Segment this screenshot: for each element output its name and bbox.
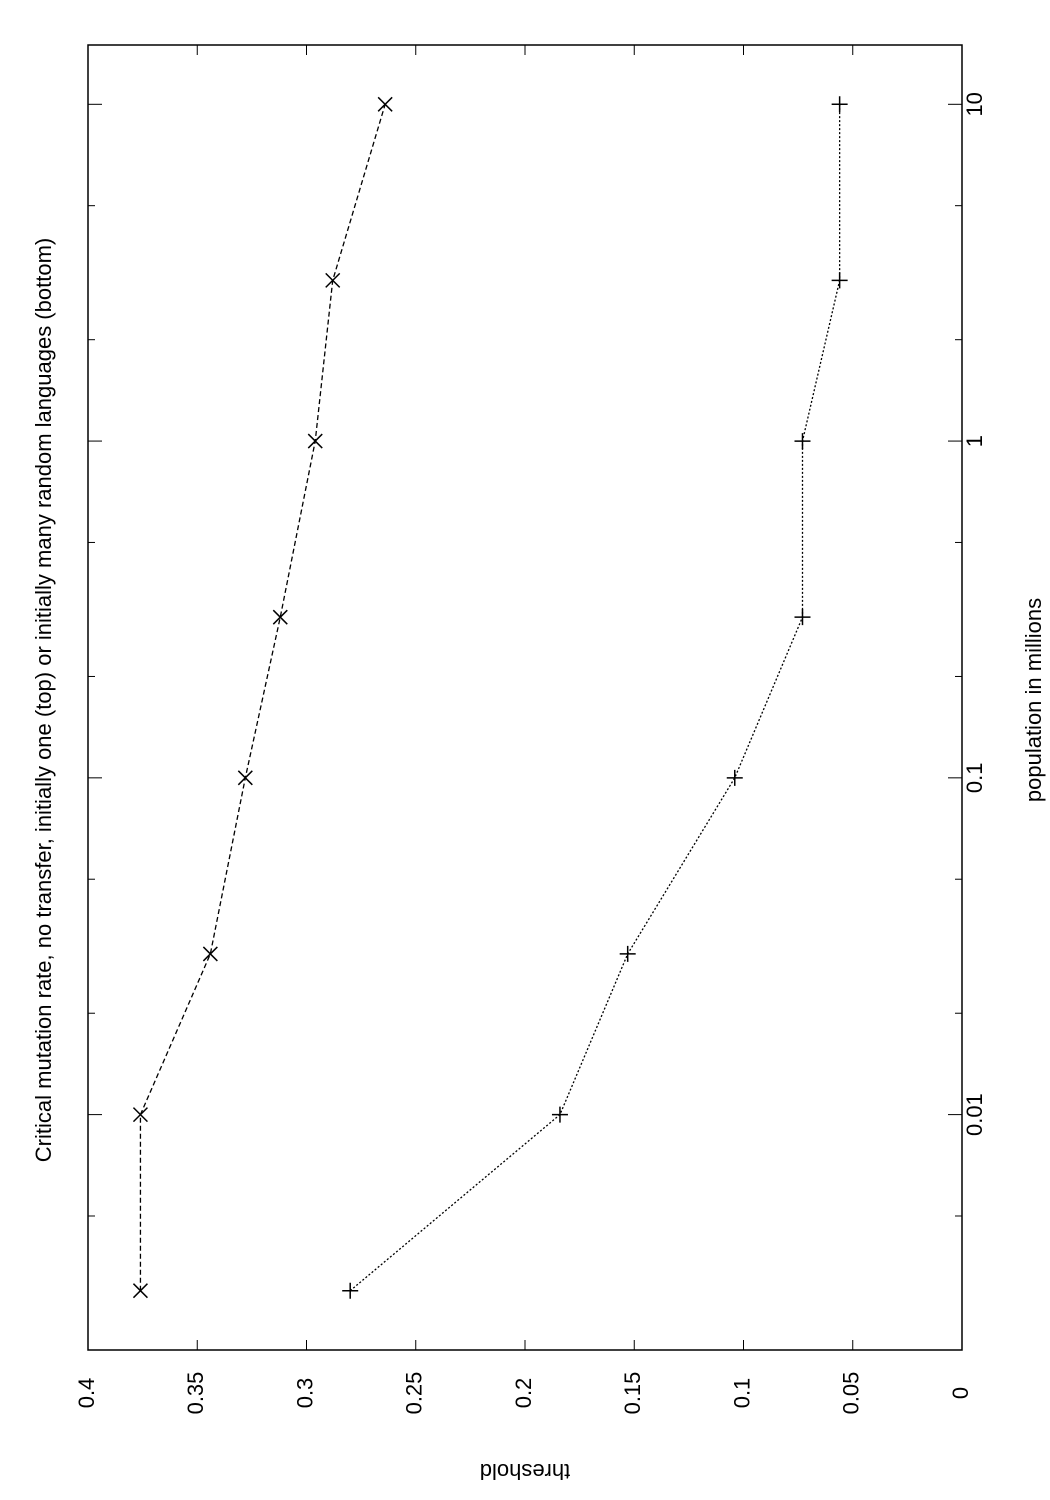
point-marker (831, 272, 848, 289)
x-tick-label: 10 (962, 92, 987, 116)
point-marker (377, 96, 393, 112)
plot-frame (87, 44, 963, 1351)
series-line (349, 104, 841, 1292)
y-tick-label: 0.35 (183, 1372, 208, 1415)
x-tick-label: 0.1 (962, 763, 987, 794)
y-tick-label: 0.25 (402, 1372, 427, 1415)
point-marker (551, 1106, 568, 1123)
point-marker (307, 433, 323, 449)
y-tick-label: 0.3 (292, 1378, 317, 1409)
point-marker (325, 272, 341, 288)
point-marker (202, 946, 218, 962)
point-marker (132, 1283, 148, 1299)
y-axis-label: threshold (480, 1459, 571, 1484)
point-marker (794, 609, 811, 626)
point-marker (272, 609, 288, 625)
y-tick-label: 0.05 (839, 1372, 864, 1415)
y-tick-label: 0.15 (620, 1372, 645, 1415)
y-tick-label: 0.2 (511, 1378, 536, 1409)
y-tick-label: 0.1 (729, 1378, 754, 1409)
series-line (139, 104, 386, 1291)
y-tick-label: 0.4 (74, 1378, 99, 1409)
x-axis-label: population in millions (1021, 598, 1046, 802)
point-marker (237, 770, 253, 786)
point-marker (794, 433, 811, 450)
x-tick-label: 1 (962, 435, 987, 447)
point-marker (726, 769, 743, 786)
chart-title: Critical mutation rate, no transfer, ini… (31, 238, 56, 1162)
y-tick-label: 0 (948, 1387, 973, 1399)
point-marker (619, 945, 636, 962)
point-marker (132, 1107, 148, 1123)
point-marker (342, 1282, 359, 1299)
x-tick-label: 0.01 (962, 1093, 987, 1136)
point-marker (831, 96, 848, 113)
